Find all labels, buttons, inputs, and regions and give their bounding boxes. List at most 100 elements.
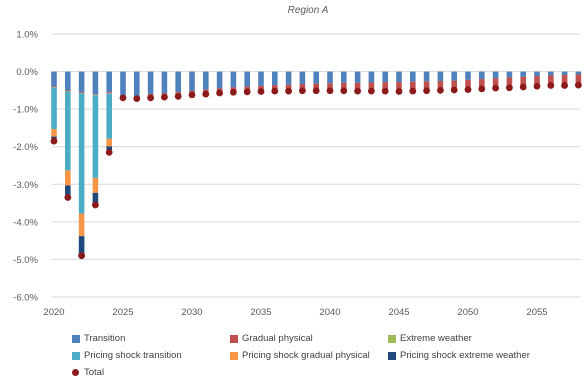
x-tick-label: 2040	[319, 307, 340, 318]
bar-segment	[106, 71, 112, 93]
legend-label: Total	[84, 367, 105, 378]
bar-segment	[216, 71, 223, 89]
bar-segment	[92, 192, 99, 205]
bar-segment	[51, 71, 57, 87]
bar-segment	[285, 71, 292, 85]
bar-segment	[106, 92, 112, 94]
bar-segment	[51, 129, 57, 137]
total-point	[133, 95, 141, 103]
bar-segment	[51, 87, 57, 130]
x-axis-ticks: 2020 2025 2030 2035 2040 2045 2050 2055	[43, 307, 547, 318]
legend-swatch	[388, 351, 396, 360]
total-point	[119, 94, 127, 102]
bar-segment	[451, 80, 457, 90]
x-tick-label: 2030	[181, 307, 202, 318]
bar-segment	[506, 77, 513, 88]
x-tick-label: 2025	[112, 307, 133, 318]
total-point	[257, 88, 265, 95]
legend-label: Pricing shock gradual physical	[242, 350, 370, 361]
bar-segment	[382, 82, 388, 91]
total-point	[533, 82, 541, 90]
x-tick-label: 2020	[43, 307, 64, 318]
bar-segment	[354, 82, 361, 91]
bar-segment	[78, 92, 85, 93]
total-point	[368, 87, 375, 95]
total-point	[575, 81, 582, 89]
bar-segment	[65, 90, 71, 92]
bar-segment	[437, 71, 444, 81]
y-tick-label: -6.0%	[13, 293, 38, 304]
legend-label: Pricing shock extreme weather	[400, 350, 530, 361]
total-point	[423, 87, 430, 95]
total-point	[395, 88, 403, 95]
bar-segment	[272, 71, 278, 86]
bar-segment	[78, 71, 85, 93]
x-tick-label: 2045	[388, 307, 409, 318]
x-tick-label: 2055	[526, 307, 547, 318]
bar-segment	[561, 71, 568, 75]
total-point	[464, 86, 472, 94]
bar-segment	[78, 213, 85, 237]
legend-item-transition: Transition	[72, 333, 230, 344]
chart-subtitle: Region A	[288, 5, 329, 16]
bar-segment	[575, 74, 582, 86]
bar-segment	[92, 177, 99, 193]
bar-segment	[423, 71, 430, 82]
bar-segment	[548, 75, 554, 86]
total-point	[188, 91, 196, 99]
bar-segment	[106, 93, 112, 139]
legend-label: Transition	[84, 333, 126, 344]
y-tick-label: -2.0%	[13, 142, 38, 153]
y-tick-label: 1.0%	[16, 30, 38, 41]
legend: Transition Gradual physical Extreme weat…	[72, 330, 572, 381]
bar-segment	[106, 146, 112, 151]
legend-label: Gradual physical	[242, 333, 313, 344]
bar-segment	[561, 74, 568, 86]
bar-segment	[534, 76, 540, 87]
bar-segment	[534, 71, 540, 77]
bar-segment	[120, 71, 126, 96]
total-points	[50, 81, 582, 260]
y-tick-label: -4.0%	[13, 217, 38, 228]
bar-segment	[51, 136, 57, 139]
bar-segment	[520, 76, 526, 87]
bar-segment	[299, 71, 306, 84]
bar-segment	[313, 71, 319, 84]
x-tick-label: 2050	[457, 307, 478, 318]
bar-segment	[492, 78, 499, 89]
legend-swatch	[388, 334, 396, 343]
bar-segment	[451, 71, 457, 81]
bar-segment	[106, 138, 112, 147]
y-tick-label: -5.0%	[13, 255, 38, 266]
bar-segment	[341, 82, 347, 91]
bar-segment	[51, 86, 57, 88]
total-point	[285, 87, 292, 95]
bar-segment	[258, 71, 264, 86]
y-tick-label: -3.0%	[13, 180, 38, 191]
y-tick-label: 0.0%	[16, 67, 38, 78]
legend-item-pricing-shock-gradual-physical: Pricing shock gradual physical	[230, 350, 388, 361]
legend-swatch	[230, 351, 238, 360]
bar-segment	[175, 71, 181, 93]
legend-label: Pricing shock transition	[84, 350, 182, 361]
total-point	[64, 194, 72, 201]
bar-segment	[134, 71, 140, 96]
bar-segment	[161, 71, 168, 94]
bar-segment	[368, 82, 375, 91]
bar-segment	[520, 71, 526, 77]
bar-segment	[479, 79, 485, 89]
legend-marker	[72, 369, 79, 376]
total-point	[478, 85, 486, 93]
total-point	[340, 87, 348, 95]
bar-segment	[465, 79, 471, 90]
total-point	[174, 92, 182, 100]
bar-segment	[313, 83, 319, 91]
legend-label: Extreme weather	[400, 333, 472, 344]
bar-segment	[368, 71, 375, 83]
legend-item-pricing-shock-transition: Pricing shock transition	[72, 350, 230, 361]
total-point	[271, 87, 279, 95]
total-point	[50, 137, 58, 145]
total-point	[381, 87, 389, 95]
bar-segment	[65, 170, 71, 186]
